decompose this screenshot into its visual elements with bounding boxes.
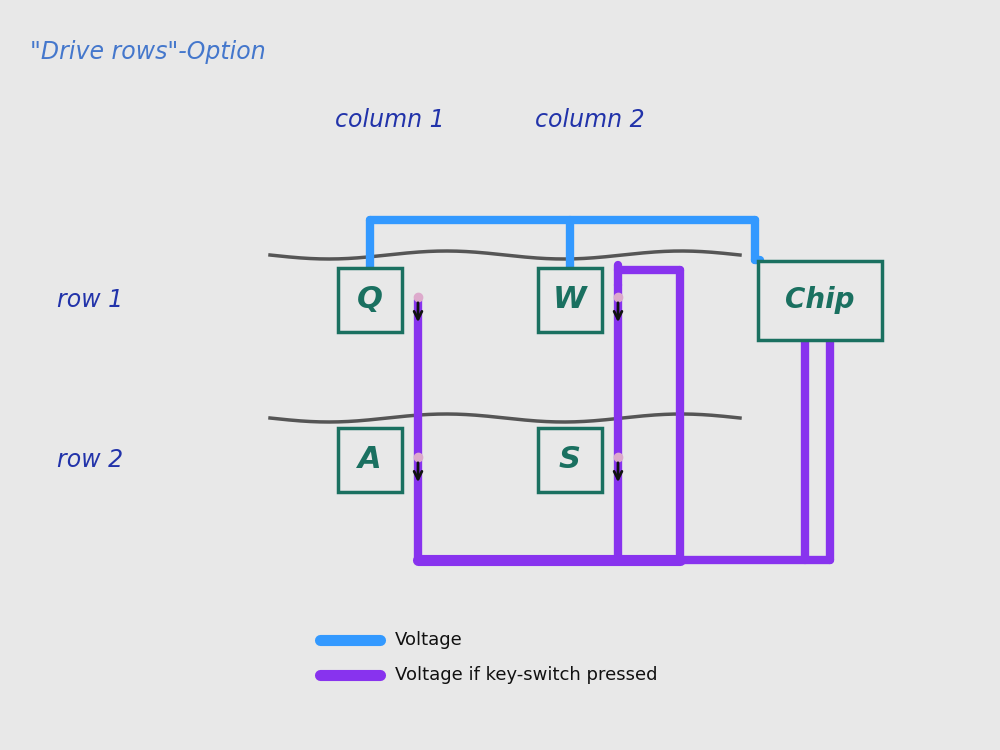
Text: A: A xyxy=(358,446,382,475)
Text: row 1: row 1 xyxy=(57,288,123,312)
FancyBboxPatch shape xyxy=(538,268,602,332)
Text: Chip: Chip xyxy=(785,286,855,314)
Text: Voltage if key-switch pressed: Voltage if key-switch pressed xyxy=(395,666,658,684)
FancyBboxPatch shape xyxy=(758,260,882,340)
Text: row 2: row 2 xyxy=(57,448,123,472)
FancyBboxPatch shape xyxy=(538,428,602,492)
Text: Voltage: Voltage xyxy=(395,631,463,649)
Text: W: W xyxy=(553,286,587,314)
Text: S: S xyxy=(559,446,581,475)
FancyBboxPatch shape xyxy=(338,428,402,492)
Text: column 2: column 2 xyxy=(535,108,645,132)
FancyBboxPatch shape xyxy=(338,268,402,332)
Text: "Drive rows"-Option: "Drive rows"-Option xyxy=(30,40,266,64)
Text: column 1: column 1 xyxy=(335,108,445,132)
Text: Q: Q xyxy=(357,286,383,314)
